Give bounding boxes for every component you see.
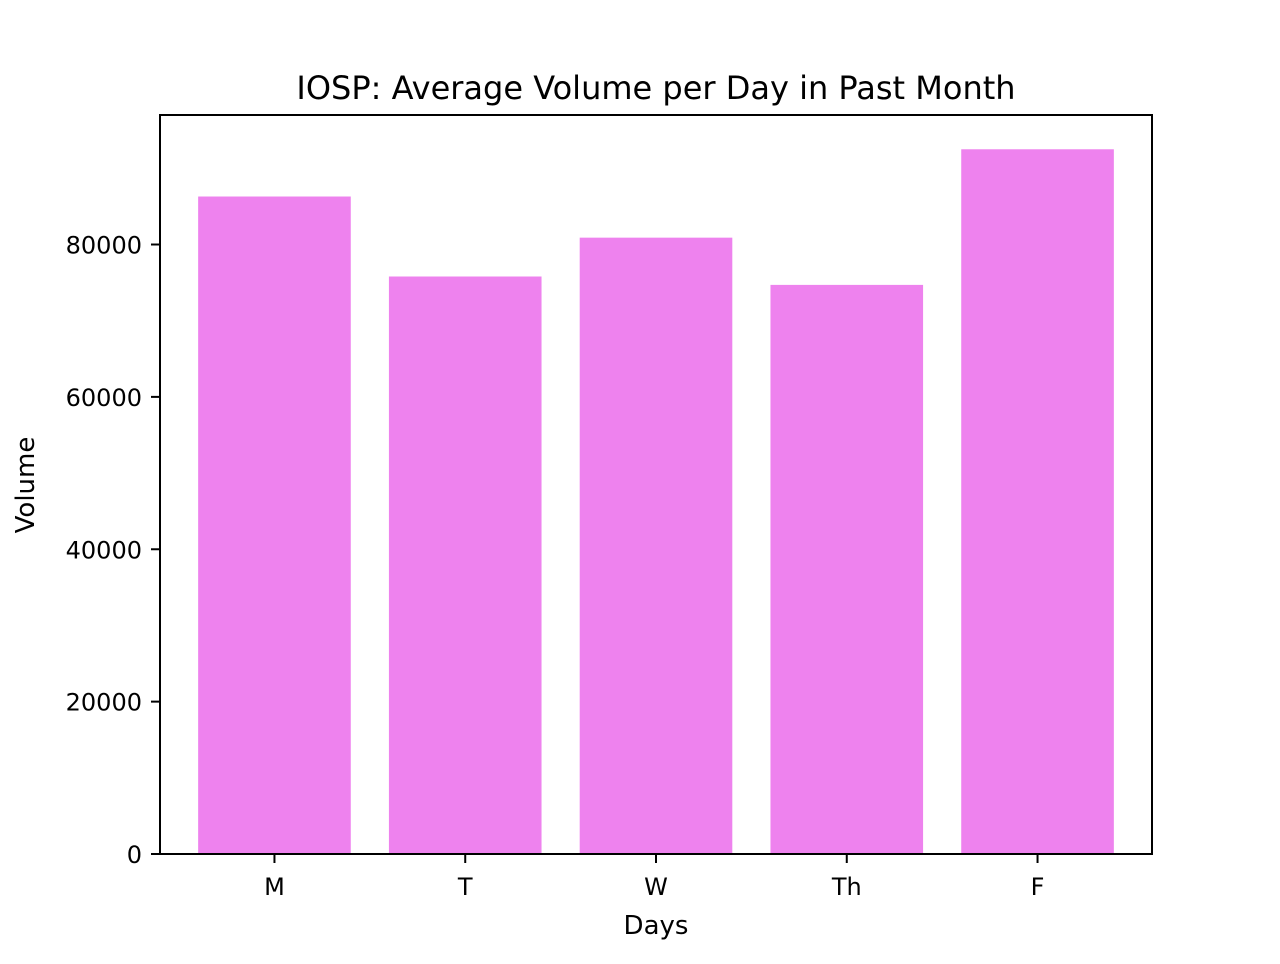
- y-tick-label: 60000: [66, 384, 142, 412]
- x-tick-label: W: [644, 873, 668, 901]
- x-tick-label: Th: [831, 873, 862, 901]
- y-axis-label: Volume: [11, 437, 41, 534]
- bar-w: [579, 237, 733, 854]
- x-axis-label: Days: [624, 911, 689, 941]
- y-axis-ticks: 0 20000 40000 60000 80000: [66, 232, 160, 869]
- x-tick-label: M: [264, 873, 285, 901]
- y-tick-label: 80000: [66, 232, 142, 260]
- bar-th: [770, 284, 924, 854]
- bar-f: [961, 149, 1114, 854]
- x-axis-ticks: M T W Th F: [264, 854, 1044, 901]
- x-tick-label: F: [1031, 873, 1045, 901]
- x-tick-label: T: [457, 873, 473, 901]
- bar-t: [388, 276, 542, 854]
- y-tick-label: 20000: [66, 689, 142, 717]
- y-tick-label: 40000: [66, 536, 142, 564]
- y-tick-label: 0: [127, 841, 142, 869]
- bars-layer: [198, 149, 1114, 854]
- bar-m: [198, 196, 351, 854]
- chart-title: IOSP: Average Volume per Day in Past Mon…: [296, 69, 1015, 107]
